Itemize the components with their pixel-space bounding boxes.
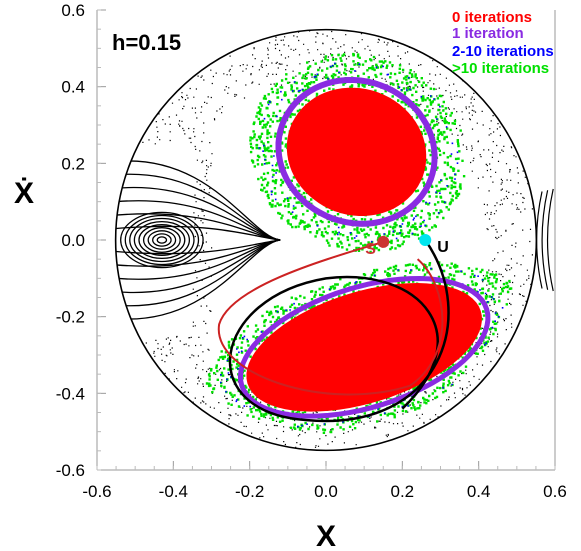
invariant-curve [142,227,181,253]
x-tick-label: -0.2 [235,482,264,501]
y-tick-label: -0.4 [56,384,85,403]
invariant-curve [120,211,204,269]
parameter-annotation: h=0.15 [112,30,181,55]
y-ticks: 0.6 0.4 0.2 0.0 -0.2 -0.4 -0.6 [56,1,106,480]
outer-arc [547,188,554,292]
fixed-point-label: U [437,239,449,256]
x-tick-label: 0.2 [391,482,415,501]
x-tick-label: 0.4 [467,482,491,501]
y-axis-title: Ẋ [14,177,34,210]
region-0-iterations-upper [286,87,427,216]
y-tick-label: 0.2 [61,154,85,173]
fixed-point-u [419,234,432,246]
legend: 0 iterations 1 iteration 2-10 iterations… [452,9,554,77]
fixed-point-label: S [365,241,376,258]
outer-arc [536,191,543,289]
violet-band-lower [237,275,491,419]
invariant-curve [133,220,191,260]
left-invariant-curves [116,160,281,320]
violet-band-upper [275,77,438,227]
right-boundary-arcs [536,188,554,292]
y-tick-label: 0.6 [61,1,85,20]
stable-manifold [218,240,444,396]
legend-entry-2-10-iterations: 2-10 iterations [452,43,554,60]
invariant-curve [129,217,195,263]
x-tick-label: -0.4 [159,482,188,501]
legend-entry-0-iterations: 0 iterations [452,9,532,26]
region-1-iteration [237,77,491,419]
fixed-point-s [377,235,390,248]
invariant-curve [147,230,177,250]
x-tick-label: 0.6 [543,482,567,501]
invariant-curve [124,214,200,266]
x-tick-label: -0.6 [82,482,111,501]
y-tick-label: -0.2 [56,308,85,327]
legend-entry-over-10-iterations: >10 iterations [452,60,549,77]
y-tick-label: 0.4 [61,78,85,97]
separatrix-curve [116,160,281,320]
y-tick-label: -0.6 [56,461,85,480]
legend-entry-1-iteration: 1 iteration [452,25,524,42]
manifold-curves [218,239,450,423]
x-ticks: -0.6 -0.4 -0.2 0.0 0.2 0.4 0.6 [82,461,567,501]
invariant-curve [156,236,168,244]
invariant-curve [152,233,172,247]
region-0-iterations-lower [246,283,482,412]
x-tick-label: 0.0 [314,482,338,501]
unstable-manifold [228,239,450,423]
outer-arc [541,190,549,290]
x-axis-title: X [316,520,336,551]
y-tick-label: 0.0 [61,231,85,250]
phase-disk [116,30,533,451]
invariant-curve [138,224,186,256]
